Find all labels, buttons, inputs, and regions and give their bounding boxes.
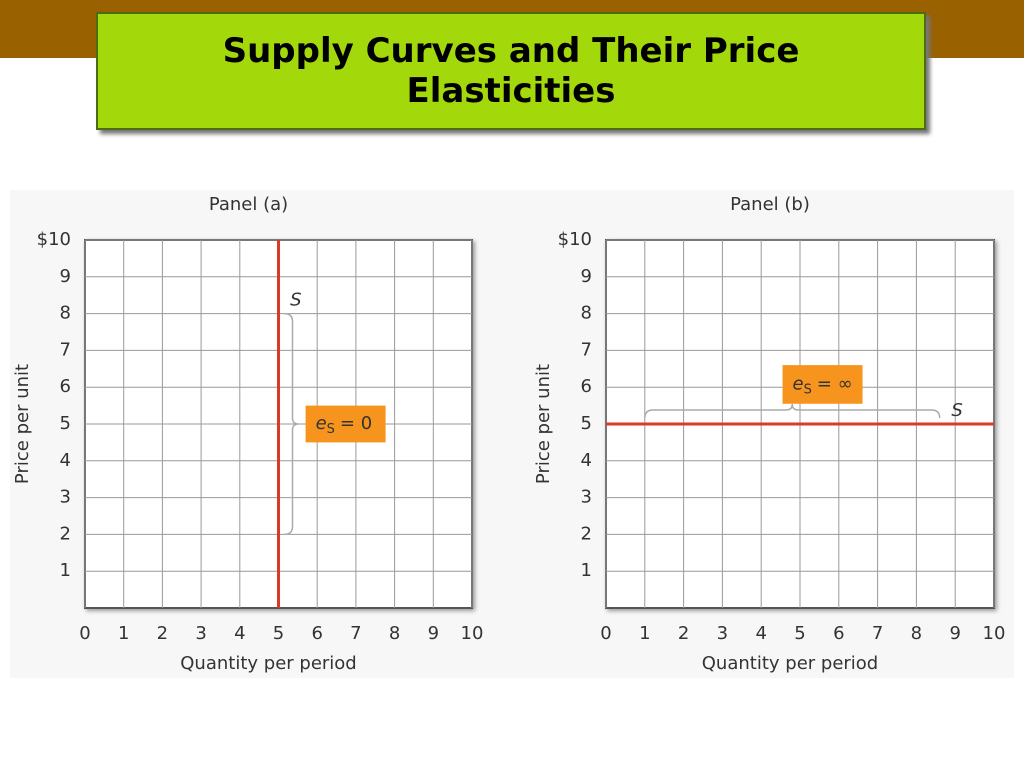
x-axis-label: Quantity per period bbox=[702, 653, 878, 674]
y-tick-label: 9 bbox=[60, 266, 71, 287]
annotation-text: eS = ∞ bbox=[793, 373, 853, 397]
y-tick-label: 4 bbox=[581, 450, 592, 471]
annotation-text: eS = 0 bbox=[316, 413, 373, 437]
x-tick-label: 1 bbox=[118, 623, 129, 644]
x-tick-label: 7 bbox=[872, 623, 883, 644]
x-tick-label: 7 bbox=[350, 623, 361, 644]
x-tick-label: 6 bbox=[833, 623, 844, 644]
y-axis-label: Price per unit bbox=[12, 364, 33, 484]
x-tick-label: 6 bbox=[311, 623, 322, 644]
annotation-box bbox=[305, 405, 386, 443]
y-axis-label: Price per unit bbox=[533, 364, 554, 484]
y-tick-label: 2 bbox=[581, 523, 592, 544]
y-tick-label: 6 bbox=[60, 376, 71, 397]
y-tick-label: 7 bbox=[60, 339, 71, 360]
y-tick-label: 6 bbox=[581, 376, 592, 397]
y-tick-label: 7 bbox=[581, 339, 592, 360]
x-tick-label: 5 bbox=[273, 623, 284, 644]
brace bbox=[644, 403, 941, 419]
brace bbox=[284, 312, 299, 536]
x-tick-label: 0 bbox=[79, 623, 90, 644]
annotation-symbol: e bbox=[316, 413, 327, 434]
x-tick-label: 10 bbox=[983, 623, 1006, 644]
y-tick-label: $10 bbox=[37, 229, 71, 250]
y-tick-label: 5 bbox=[581, 413, 592, 434]
x-tick-label: 10 bbox=[461, 623, 484, 644]
annotation-symbol: e bbox=[793, 373, 804, 394]
panel-title: Panel (b) bbox=[730, 194, 810, 215]
x-axis-label: Quantity per period bbox=[180, 653, 356, 674]
y-tick-label: 9 bbox=[581, 266, 592, 287]
y-tick-label: 8 bbox=[60, 303, 71, 324]
annotation-subscript: S bbox=[327, 422, 335, 437]
annotation-box bbox=[782, 365, 863, 404]
x-tick-label: 8 bbox=[389, 623, 400, 644]
y-tick-label: 1 bbox=[60, 560, 71, 581]
y-tick-label: 3 bbox=[60, 487, 71, 508]
y-tick-label: 4 bbox=[60, 450, 71, 471]
series-label: S bbox=[951, 400, 962, 421]
y-tick-label: 3 bbox=[581, 487, 592, 508]
x-tick-label: 8 bbox=[911, 623, 922, 644]
x-tick-label: 9 bbox=[428, 623, 439, 644]
x-tick-label: 9 bbox=[949, 623, 960, 644]
y-tick-label: 8 bbox=[581, 303, 592, 324]
y-tick-label: 1 bbox=[581, 560, 592, 581]
x-tick-label: 3 bbox=[195, 623, 206, 644]
annotation-relation: = 0 bbox=[340, 413, 372, 434]
x-tick-label: 4 bbox=[234, 623, 245, 644]
x-tick-label: 3 bbox=[717, 623, 728, 644]
x-tick-label: 2 bbox=[678, 623, 689, 644]
annotation-relation: = ∞ bbox=[817, 373, 853, 394]
x-tick-label: 1 bbox=[639, 623, 650, 644]
x-tick-label: 4 bbox=[755, 623, 766, 644]
series-label: S bbox=[290, 290, 301, 311]
y-tick-label: 5 bbox=[60, 413, 71, 434]
x-tick-label: 2 bbox=[157, 623, 168, 644]
panel-title: Panel (a) bbox=[209, 194, 288, 215]
x-tick-label: 5 bbox=[794, 623, 805, 644]
y-tick-label: 2 bbox=[60, 523, 71, 544]
y-tick-label: $10 bbox=[558, 229, 592, 250]
annotation-subscript: S bbox=[804, 382, 812, 397]
slide-title: Supply Curves and Their Price Elasticiti… bbox=[96, 12, 926, 130]
x-tick-label: 0 bbox=[600, 623, 611, 644]
